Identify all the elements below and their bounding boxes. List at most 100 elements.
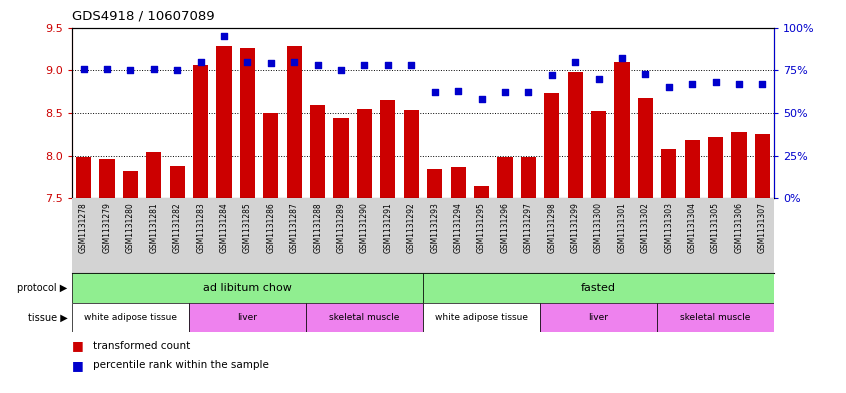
- Bar: [72, 273, 423, 303]
- Point: [77, 65, 91, 72]
- Bar: [521, 158, 536, 198]
- Point: [100, 65, 113, 72]
- Point: [498, 89, 512, 95]
- Text: GSM1131294: GSM1131294: [453, 202, 463, 253]
- Bar: [217, 46, 232, 198]
- Point: [591, 75, 605, 82]
- Text: GSM1131289: GSM1131289: [337, 202, 345, 253]
- Point: [404, 62, 418, 68]
- Bar: [333, 118, 349, 198]
- Text: GSM1131280: GSM1131280: [126, 202, 135, 253]
- Text: GSM1131288: GSM1131288: [313, 202, 322, 253]
- Text: protocol ▶: protocol ▶: [18, 283, 68, 293]
- Bar: [100, 159, 114, 198]
- Bar: [123, 171, 138, 198]
- Bar: [404, 110, 419, 198]
- Text: GSM1131302: GSM1131302: [641, 202, 650, 253]
- Point: [475, 96, 488, 103]
- Text: GSM1131293: GSM1131293: [431, 202, 439, 253]
- Bar: [240, 48, 255, 198]
- Bar: [591, 111, 606, 198]
- Bar: [544, 93, 559, 198]
- Point: [264, 60, 277, 66]
- Text: fasted: fasted: [581, 283, 616, 293]
- Text: GSM1131290: GSM1131290: [360, 202, 369, 253]
- Text: GSM1131303: GSM1131303: [664, 202, 673, 253]
- Text: GSM1131295: GSM1131295: [477, 202, 486, 253]
- Text: percentile rank within the sample: percentile rank within the sample: [93, 360, 269, 371]
- Bar: [357, 109, 372, 198]
- Text: GSM1131305: GSM1131305: [711, 202, 720, 253]
- Point: [755, 81, 769, 87]
- Bar: [263, 113, 278, 198]
- Text: GSM1131287: GSM1131287: [290, 202, 299, 253]
- Point: [662, 84, 675, 90]
- Text: GSM1131285: GSM1131285: [243, 202, 252, 253]
- Bar: [306, 303, 423, 332]
- Text: white adipose tissue: white adipose tissue: [84, 313, 177, 322]
- Point: [709, 79, 722, 85]
- Bar: [170, 166, 184, 198]
- Bar: [474, 185, 489, 198]
- Text: GSM1131283: GSM1131283: [196, 202, 205, 253]
- Text: GSM1131292: GSM1131292: [407, 202, 415, 253]
- Bar: [568, 72, 583, 198]
- Point: [639, 70, 652, 77]
- Bar: [146, 152, 162, 198]
- Text: GSM1131300: GSM1131300: [594, 202, 603, 253]
- Text: GSM1131296: GSM1131296: [501, 202, 509, 253]
- Bar: [662, 149, 676, 198]
- Bar: [657, 303, 774, 332]
- Bar: [381, 100, 395, 198]
- Bar: [287, 46, 302, 198]
- Text: GSM1131297: GSM1131297: [524, 202, 533, 253]
- Point: [569, 59, 582, 65]
- Point: [428, 89, 442, 95]
- Bar: [708, 137, 723, 198]
- Point: [452, 88, 465, 94]
- Text: ■: ■: [72, 359, 84, 372]
- Text: white adipose tissue: white adipose tissue: [435, 313, 528, 322]
- Point: [545, 72, 558, 79]
- Text: ad libitum chow: ad libitum chow: [203, 283, 292, 293]
- Text: GSM1131278: GSM1131278: [80, 202, 88, 253]
- Text: transformed count: transformed count: [93, 341, 190, 351]
- Bar: [193, 65, 208, 198]
- Bar: [755, 134, 770, 198]
- Text: GSM1131299: GSM1131299: [571, 202, 580, 253]
- Point: [147, 65, 161, 72]
- Bar: [427, 169, 442, 198]
- Bar: [451, 167, 465, 198]
- Text: ■: ■: [72, 339, 84, 353]
- Text: GSM1131307: GSM1131307: [758, 202, 766, 253]
- Text: skeletal muscle: skeletal muscle: [680, 313, 750, 322]
- Bar: [310, 105, 325, 198]
- Bar: [76, 156, 91, 198]
- Point: [217, 33, 231, 39]
- Bar: [189, 303, 306, 332]
- Bar: [732, 132, 746, 198]
- Text: GSM1131286: GSM1131286: [266, 202, 275, 253]
- Point: [615, 55, 629, 61]
- Text: tissue ▶: tissue ▶: [28, 312, 68, 322]
- Point: [521, 89, 536, 95]
- Point: [170, 67, 184, 73]
- Bar: [72, 303, 189, 332]
- Point: [733, 81, 746, 87]
- Text: GSM1131279: GSM1131279: [102, 202, 112, 253]
- Point: [334, 67, 348, 73]
- Bar: [614, 62, 629, 198]
- Bar: [638, 99, 653, 198]
- Point: [358, 62, 371, 68]
- Point: [288, 59, 301, 65]
- Point: [381, 62, 394, 68]
- Text: GSM1131298: GSM1131298: [547, 202, 556, 253]
- Bar: [497, 156, 513, 198]
- Point: [311, 62, 325, 68]
- Bar: [540, 303, 657, 332]
- Bar: [423, 303, 540, 332]
- Text: GSM1131306: GSM1131306: [734, 202, 744, 253]
- Bar: [423, 273, 774, 303]
- Text: liver: liver: [589, 313, 608, 322]
- Point: [685, 81, 699, 87]
